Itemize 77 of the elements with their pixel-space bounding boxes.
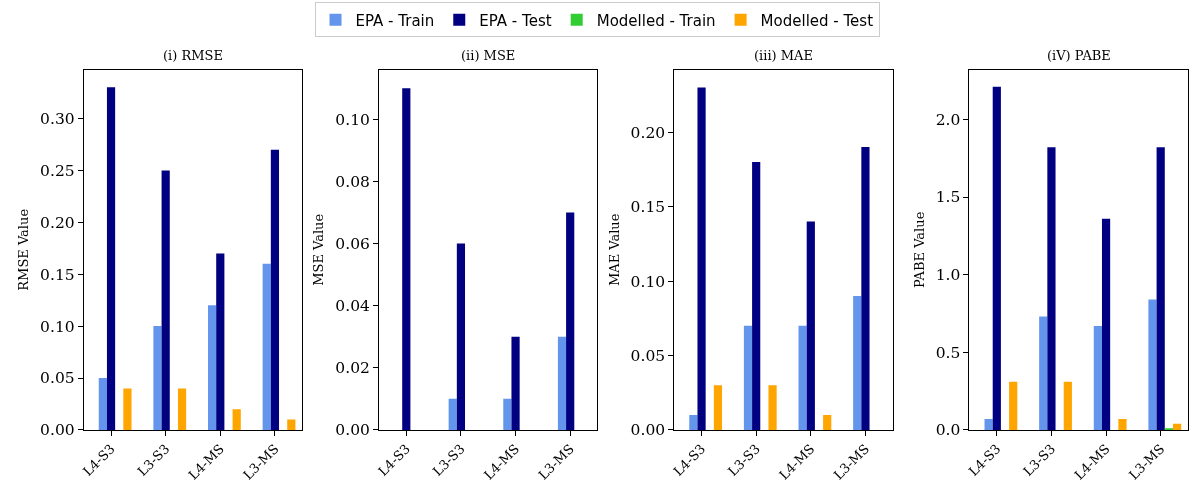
legend-label: EPA - Test <box>479 11 552 30</box>
y-tick-label: 0.15 <box>40 265 75 284</box>
y-tick-label: 1.5 <box>935 188 961 207</box>
bar <box>1009 381 1018 430</box>
bar <box>823 415 832 430</box>
legend-label: EPA - Train <box>355 11 435 30</box>
bar <box>1101 218 1111 430</box>
bar <box>503 398 512 430</box>
bar <box>1148 299 1157 430</box>
bar <box>806 221 815 430</box>
bar <box>992 86 1001 430</box>
y-tick-label: 0.08 <box>335 172 370 191</box>
y-axis-title: MSE Value <box>311 213 327 286</box>
chart-title: (i) RMSE <box>163 48 223 63</box>
chart-title: (iV) PABE <box>1047 48 1111 63</box>
bar <box>984 419 993 430</box>
bar <box>689 415 698 430</box>
bar <box>1063 381 1072 430</box>
bar <box>123 388 132 430</box>
y-tick-label: 0.10 <box>335 110 370 129</box>
bar <box>153 326 162 430</box>
bar <box>1156 147 1165 430</box>
y-tick-label: 0.02 <box>335 359 370 378</box>
y-tick-label: 0.5 <box>935 343 961 362</box>
bar <box>752 161 761 430</box>
bar <box>1118 419 1127 430</box>
bar <box>232 409 241 430</box>
bar <box>287 419 296 430</box>
y-tick-label: 0.20 <box>40 213 75 232</box>
bar <box>262 263 271 430</box>
y-tick-label: 0.20 <box>630 123 666 142</box>
y-tick-label: 0.04 <box>335 297 371 316</box>
legend-label: Modelled - Train <box>596 11 716 30</box>
bar <box>768 385 777 430</box>
y-tick-label: 2.0 <box>935 110 961 129</box>
y-tick-label: 0.00 <box>40 421 75 440</box>
bar <box>177 388 187 430</box>
y-axis-title: RMSE Value <box>16 208 32 291</box>
y-tick-label: 0.0 <box>935 421 961 440</box>
legend-label: Modelled - Test <box>760 11 874 30</box>
y-tick-label: 0.05 <box>630 346 666 365</box>
bar <box>98 378 107 430</box>
bar <box>743 325 753 430</box>
bar <box>161 170 170 430</box>
y-tick-label: 0.10 <box>40 317 75 336</box>
y-tick-label: 0.05 <box>40 369 75 388</box>
bar <box>1093 325 1102 430</box>
y-tick-label: 0.15 <box>630 198 666 217</box>
bar <box>566 212 575 430</box>
chart-title: (ii) MSE <box>461 48 516 63</box>
bar <box>1039 316 1048 430</box>
y-tick-label: 0.06 <box>335 235 370 254</box>
bar <box>216 253 225 430</box>
bar <box>106 87 116 430</box>
y-tick-label: 1.0 <box>935 266 961 285</box>
bar <box>1047 147 1056 430</box>
y-axis-title: MAE Value <box>606 213 622 287</box>
bar <box>511 336 520 430</box>
bar <box>456 243 466 430</box>
y-tick-label: 0.30 <box>40 109 75 128</box>
bar <box>557 336 567 430</box>
bar <box>270 149 280 430</box>
bar <box>853 295 862 430</box>
bar <box>208 305 217 430</box>
bar <box>798 325 807 430</box>
bar <box>861 147 870 430</box>
bar <box>448 398 457 430</box>
y-tick-label: 0.10 <box>630 272 666 291</box>
y-tick-label: 0.25 <box>40 161 75 180</box>
bar <box>402 88 411 430</box>
y-tick-label: 0.00 <box>630 421 666 440</box>
bar <box>697 87 706 430</box>
bar <box>713 385 723 430</box>
bar <box>1172 423 1182 430</box>
chart-title: (iii) MAE <box>754 48 813 63</box>
y-axis-title: PABE Value <box>911 211 927 288</box>
y-tick-label: 0.00 <box>335 421 370 440</box>
